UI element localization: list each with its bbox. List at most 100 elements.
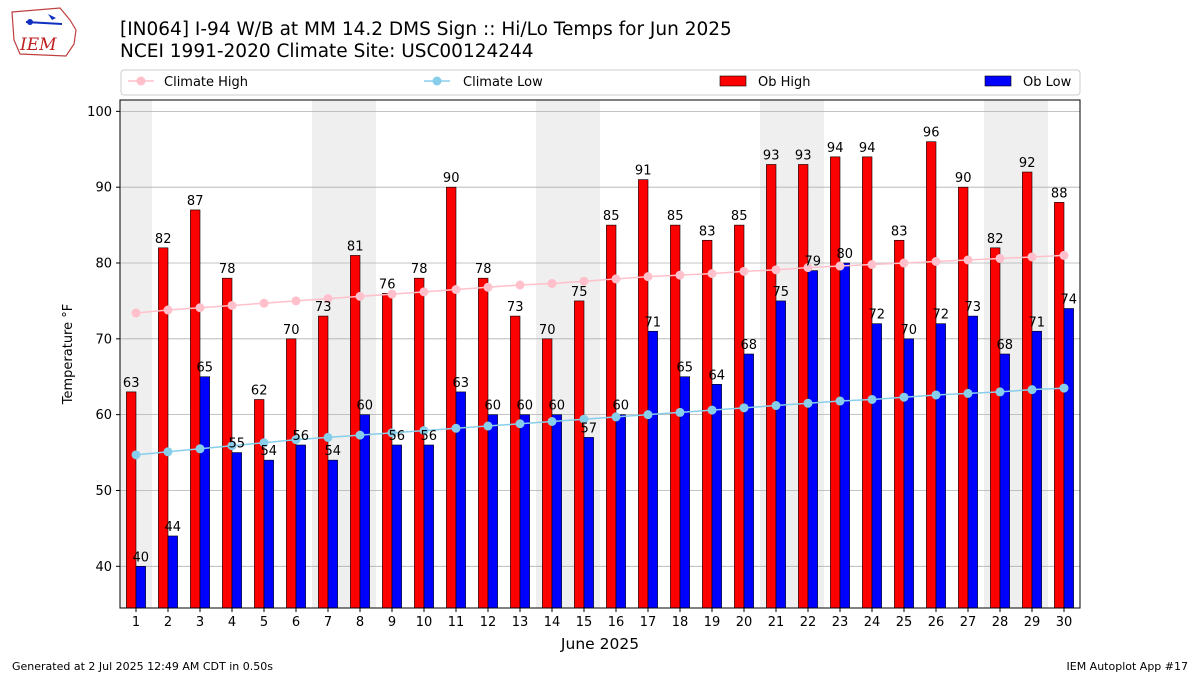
- chart-subtitle: NCEI 1991-2020 Climate Site: USC00124244: [120, 41, 534, 62]
- climate-high-point-11: [451, 285, 461, 295]
- climate-low-point-20: [739, 403, 749, 413]
- ob-low-value-6: 56: [293, 429, 310, 444]
- ob-high-value-28: 82: [987, 232, 1004, 247]
- climate-high-point-17: [643, 272, 653, 282]
- climate-low-point-12: [483, 421, 493, 431]
- chart-title: [IN064] I-94 W/B at MM 14.2 DMS Sign :: …: [120, 19, 732, 40]
- x-tick-label-29: 29: [1024, 615, 1041, 630]
- ob-high-bar-2: [158, 247, 169, 609]
- footer-app: IEM Autoplot App #17: [1067, 660, 1189, 673]
- x-tick-label-30: 30: [1056, 615, 1073, 630]
- climate-high-point-24: [867, 260, 877, 270]
- ob-low-bar-21: [775, 300, 786, 609]
- ob-low-bar-19: [711, 384, 722, 609]
- ob-low-value-25: 70: [901, 323, 918, 338]
- ob-low-bar-26: [935, 323, 946, 609]
- ob-low-bar-27: [967, 315, 978, 609]
- ob-high-bar-21: [766, 164, 777, 609]
- ob-low-value-5: 54: [261, 444, 278, 459]
- climate-low-line: [135, 387, 1065, 456]
- climate-low-point-8: [355, 430, 365, 440]
- climate-low-point-18: [675, 407, 685, 417]
- logo-vane: [48, 14, 56, 20]
- climate-high-point-26: [931, 256, 941, 266]
- grid-lines: [120, 110, 1080, 567]
- ob-low-value-17: 71: [645, 315, 662, 330]
- ob-high-bar-12: [478, 277, 489, 609]
- y-tick-label-70: 70: [95, 332, 112, 347]
- legend-ob-high-swatch: [719, 75, 747, 87]
- ob-high-value-2: 82: [155, 232, 172, 247]
- climate-high-point-27: [963, 255, 973, 265]
- climate-low-point-24: [867, 394, 877, 404]
- ob-low-bar-14: [551, 414, 562, 609]
- climate-high-point-30: [1059, 250, 1069, 260]
- climate-low-point-7: [323, 432, 333, 442]
- climate-low-point-17: [643, 410, 653, 420]
- climate-high-point-13: [515, 280, 525, 290]
- ob-low-value-21: 75: [773, 285, 790, 300]
- climate-high-point-2: [163, 305, 173, 315]
- y-axis-ticks: 40 50 60 70 80 90 100: [87, 105, 120, 575]
- ob-high-value-1: 63: [123, 376, 140, 391]
- ob-high-bar-22: [798, 164, 809, 609]
- ob-high-bar-1: [126, 391, 137, 609]
- climate-low-point-26: [931, 390, 941, 400]
- ob-low-value-7: 54: [325, 444, 342, 459]
- ob-low-value-27: 73: [965, 300, 982, 315]
- ob-low-value-4: 55: [229, 437, 246, 452]
- x-tick-label-17: 17: [640, 615, 657, 630]
- climate-low-point-23: [835, 396, 845, 406]
- x-axis-label: June 2025: [560, 635, 639, 653]
- ob-high-bar-13: [510, 315, 521, 609]
- x-tick-label-13: 13: [512, 615, 529, 630]
- ob-high-value-26: 96: [923, 126, 940, 141]
- climate-low-point-22: [803, 398, 813, 408]
- climate-low-point-5: [259, 438, 269, 448]
- ob-high-bar-28: [990, 247, 1001, 609]
- climate-high-point-23: [835, 261, 845, 271]
- ob-low-value-19: 64: [709, 368, 726, 383]
- ob-low-value-15: 57: [581, 421, 598, 436]
- ob-high-value-23: 94: [827, 141, 844, 156]
- ob-low-bar-1: [135, 565, 146, 609]
- bars: [126, 141, 1074, 609]
- y-tick-label-50: 50: [95, 484, 112, 499]
- ob-low-bar-25: [903, 338, 914, 609]
- legend: Climate High Climate Low Ob High Ob Low: [120, 69, 1081, 96]
- logo-dot: [27, 19, 33, 25]
- x-tick-label-1: 1: [132, 615, 140, 630]
- climate-high-point-8: [355, 291, 365, 301]
- climate-low-point-27: [963, 388, 973, 398]
- climate-high-point-9: [387, 289, 397, 299]
- ob-low-value-16: 60: [613, 399, 630, 414]
- ob-low-value-11: 63: [453, 376, 470, 391]
- ob-high-value-12: 78: [475, 262, 492, 277]
- ob-high-bar-6: [286, 338, 297, 609]
- y-tick-label-90: 90: [95, 181, 112, 196]
- ob-high-value-7: 73: [315, 300, 332, 315]
- x-tick-label-8: 8: [356, 615, 364, 630]
- climate-high-point-29: [1027, 252, 1037, 262]
- x-tick-label-9: 9: [388, 615, 396, 630]
- y-tick-label-80: 80: [95, 257, 112, 272]
- x-tick-label-24: 24: [864, 615, 881, 630]
- climate-low-point-28: [995, 387, 1005, 397]
- ob-low-value-1: 40: [133, 550, 150, 565]
- climate-high-point-14: [547, 278, 557, 288]
- climate-low-point-19: [707, 405, 717, 415]
- ob-high-bar-14: [542, 338, 553, 609]
- climate-high-point-4: [227, 300, 237, 310]
- ob-high-bar-19: [702, 239, 713, 609]
- ob-high-value-24: 94: [859, 141, 876, 156]
- ob-high-value-17: 91: [635, 164, 652, 179]
- climate-low-point-3: [195, 444, 205, 454]
- ob-high-value-5: 62: [251, 383, 268, 398]
- x-tick-label-15: 15: [576, 615, 593, 630]
- ob-high-value-16: 85: [603, 209, 620, 224]
- ob-low-bar-15: [583, 437, 594, 609]
- ob-high-value-11: 90: [443, 171, 460, 186]
- y-tick-label-40: 40: [95, 560, 112, 575]
- climate-high-point-6: [291, 296, 301, 306]
